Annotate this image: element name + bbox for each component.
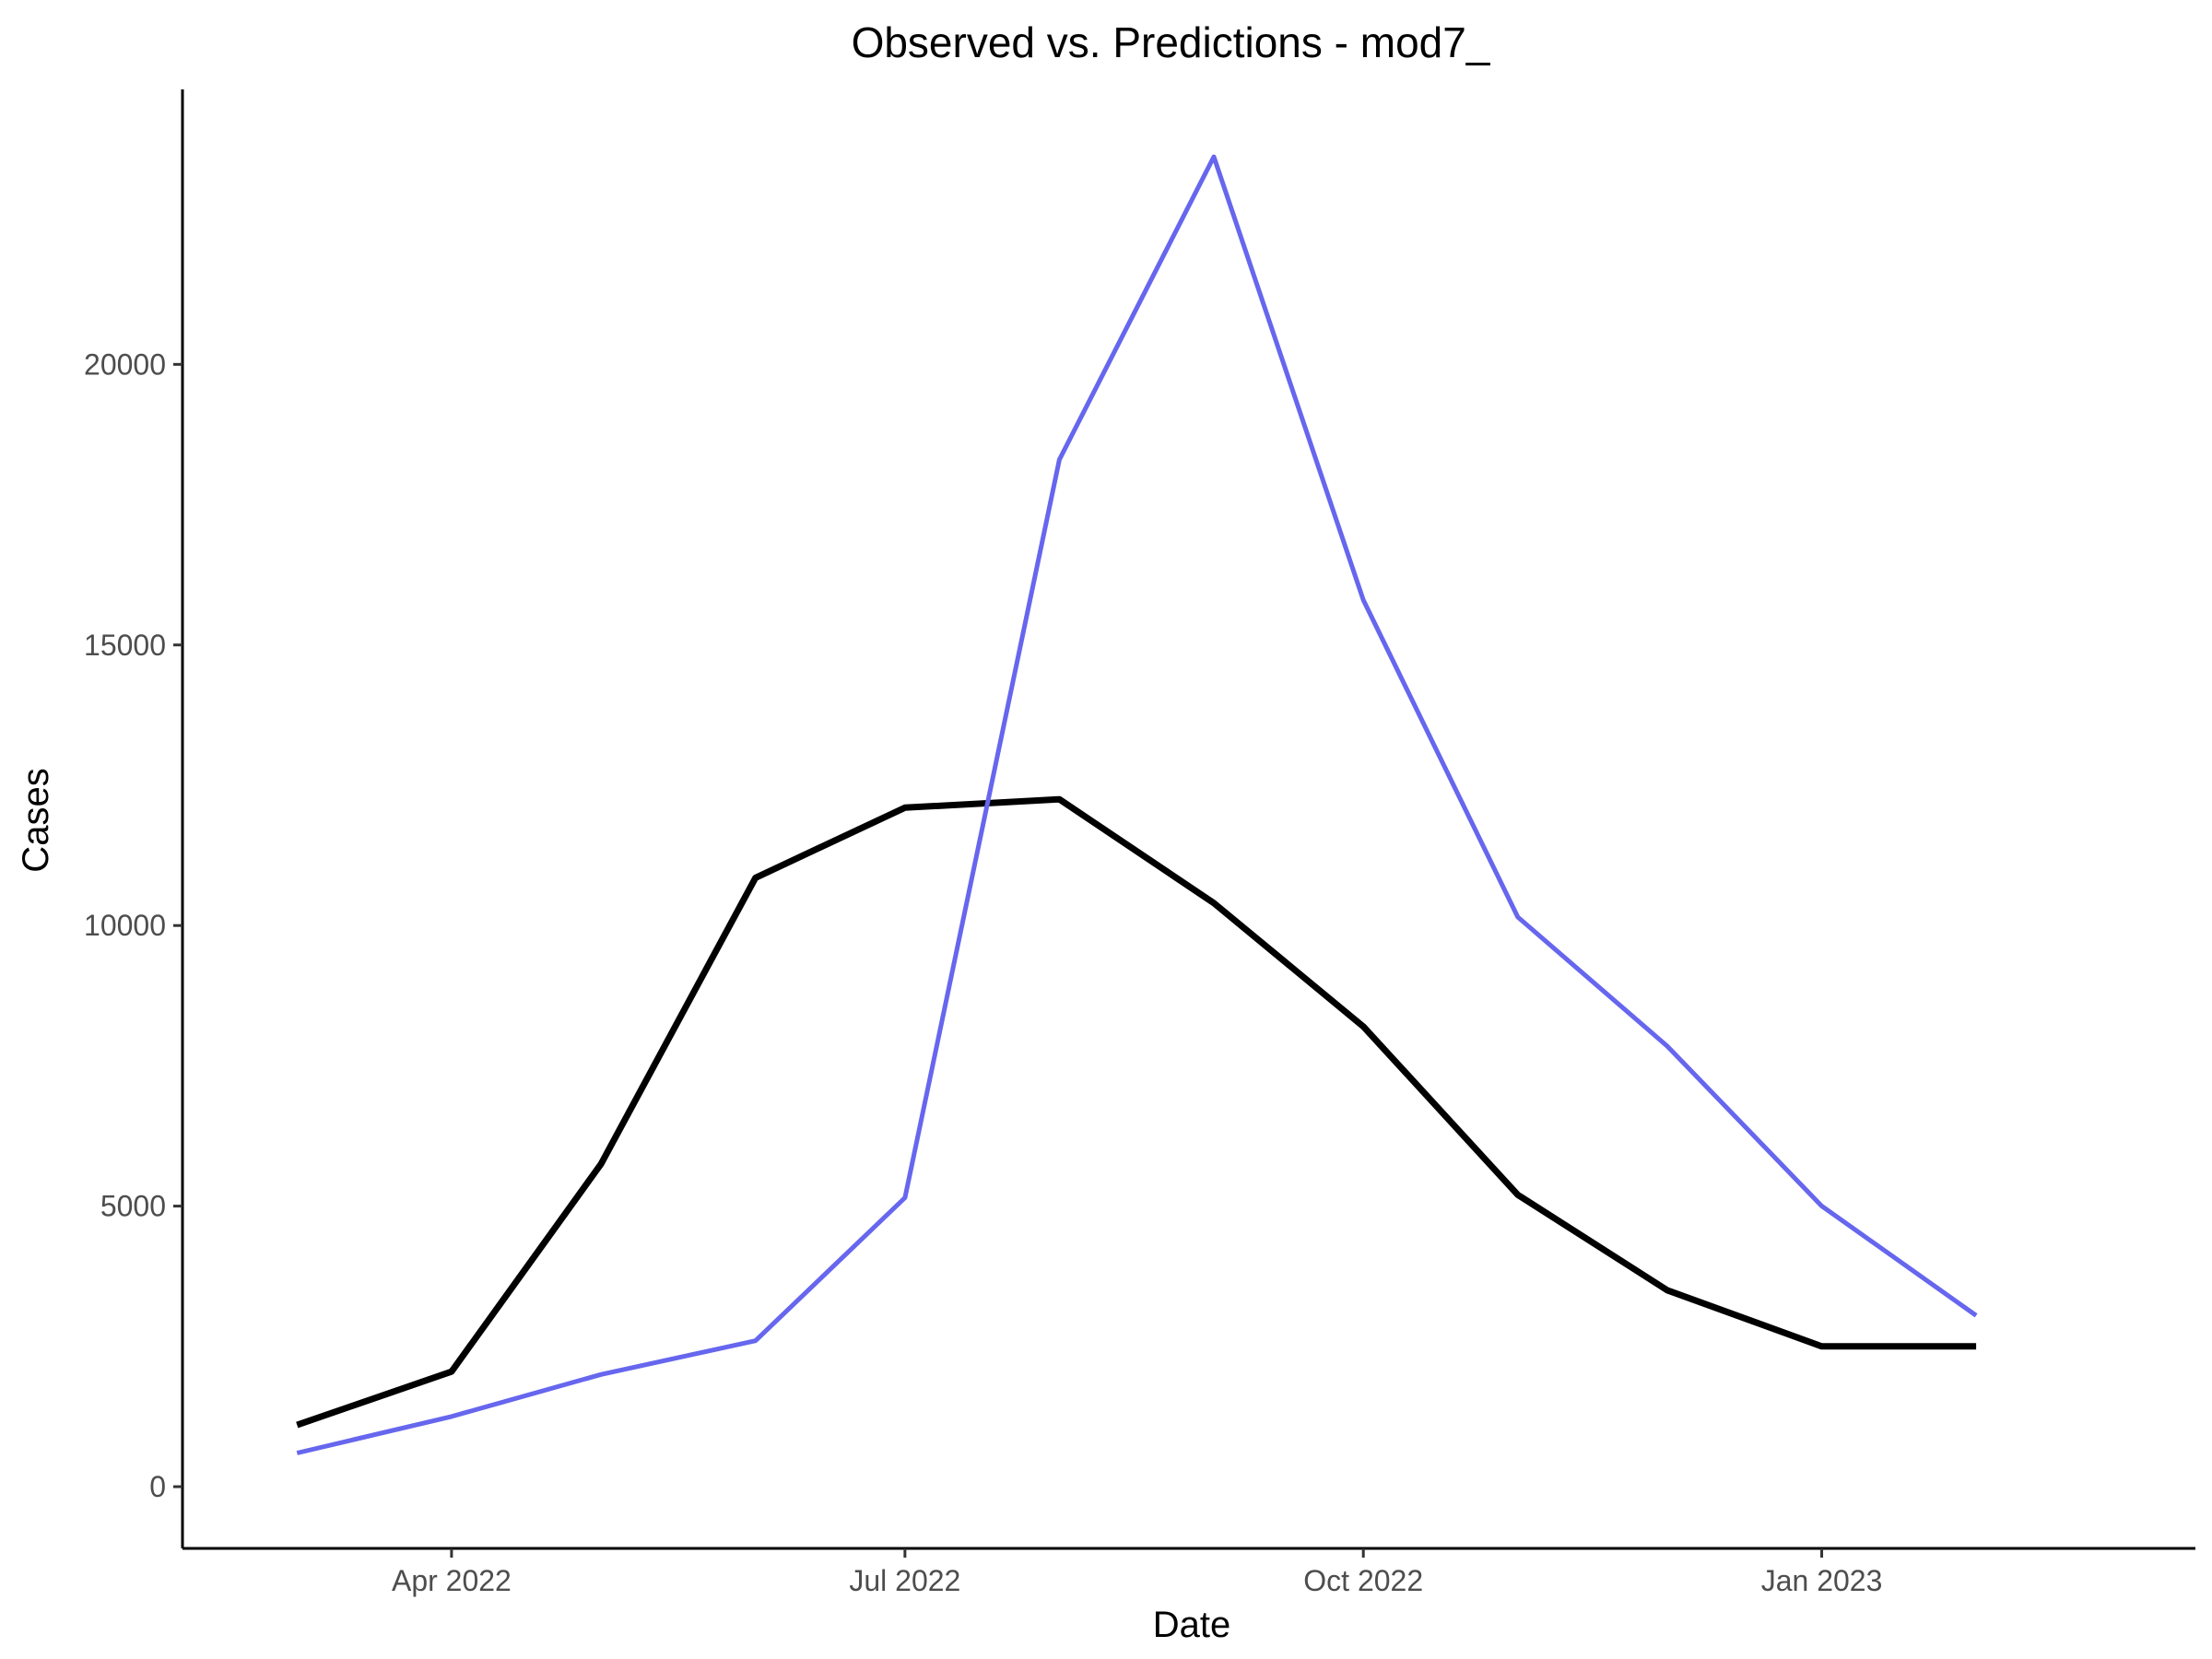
y-axis-title: Cases <box>16 768 56 872</box>
predicted-series-line <box>296 154 1978 1455</box>
chart-title: Observed vs. Predictions - mod7_ <box>852 18 1491 66</box>
y-tick-label: 20000 <box>84 347 166 381</box>
y-tick-label: 5000 <box>100 1190 166 1223</box>
observed-series-line <box>296 795 1977 1429</box>
x-tick-label: Jan 2023 <box>1761 1564 1883 1597</box>
x-tick-label: Jul 2022 <box>849 1564 960 1597</box>
y-ticks: 0 5000 10000 15000 20000 <box>84 347 182 1503</box>
y-tick-label: 15000 <box>84 629 166 662</box>
x-ticks: Apr 2022 Jul 2022 Oct 2022 Jan 2023 <box>392 1548 1882 1597</box>
x-tick-label: Apr 2022 <box>392 1564 512 1597</box>
series-group <box>296 154 1978 1455</box>
x-tick-label: Oct 2022 <box>1303 1564 1423 1597</box>
plot-area: 0 5000 10000 15000 20000 Apr 2022 Jul 2022 Oct… <box>84 89 2195 1597</box>
y-tick-label: 0 <box>149 1470 166 1503</box>
x-axis-title: Date <box>1153 1605 1231 1645</box>
y-tick-label: 10000 <box>84 909 166 942</box>
